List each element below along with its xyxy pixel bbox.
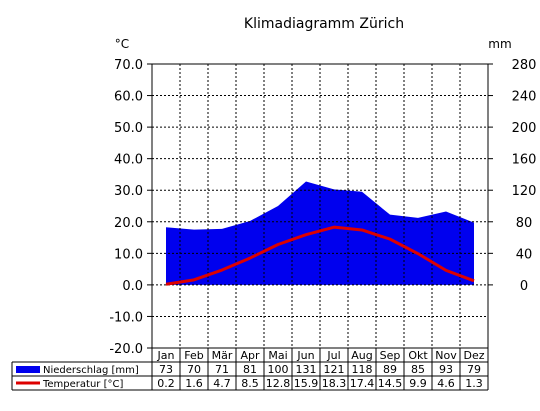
precipitation-value-label: 100 xyxy=(268,363,289,376)
precipitation-value-label: 85 xyxy=(411,363,425,376)
y-left-tick-label: 0.0 xyxy=(122,279,143,294)
precipitation-value-label: 71 xyxy=(215,363,229,376)
temperature-value-label: 9.9 xyxy=(409,377,427,390)
precipitation-value-label: 131 xyxy=(296,363,317,376)
y-right-tick-label: 120 xyxy=(512,184,537,199)
x-tick-label: Mai xyxy=(268,349,287,362)
temperature-value-label: 4.7 xyxy=(213,377,231,390)
precipitation-value-label: 89 xyxy=(383,363,397,376)
y-left-tick-label: 70.0 xyxy=(114,58,143,73)
precipitation-value-label: 121 xyxy=(324,363,345,376)
y-left-tick-label: 40.0 xyxy=(114,153,143,168)
x-tick-label: Jul xyxy=(326,349,340,362)
y-left-unit-label: °C xyxy=(115,37,129,51)
temperature-value-label: 14.5 xyxy=(378,377,403,390)
x-tick-label: Aug xyxy=(351,349,372,362)
y-left-tick-label: 10.0 xyxy=(114,247,143,262)
y-right-tick-label: 200 xyxy=(512,121,537,136)
temperature-value-label: 15.9 xyxy=(294,377,319,390)
x-tick-label: Nov xyxy=(435,349,457,362)
x-tick-label: Dez xyxy=(463,349,484,362)
y-left-tick-label: 20.0 xyxy=(114,216,143,231)
y-right-tick-label: 280 xyxy=(512,58,537,73)
x-tick-label: Apr xyxy=(240,349,260,362)
y-left-tick-label: 30.0 xyxy=(114,184,143,199)
chart-title: Klimadiagramm Zürich xyxy=(244,16,404,32)
temperature-line xyxy=(165,225,475,286)
y-right-tick-label: 40 xyxy=(516,247,533,262)
temperature-value-label: 1.3 xyxy=(465,377,483,390)
temperature-value-label: 18.3 xyxy=(322,377,347,390)
y-right-tick-label: 160 xyxy=(512,153,537,168)
legend-precipitation-label: Niederschlag [mm] xyxy=(43,365,139,376)
precipitation-value-label: 73 xyxy=(159,363,173,376)
legend-precipitation-swatch xyxy=(16,366,40,373)
x-tick-label: Mär xyxy=(212,349,233,362)
y-right-tick-label: 240 xyxy=(512,90,537,105)
precipitation-value-label: 81 xyxy=(243,363,257,376)
temperature-value-label: 0.2 xyxy=(157,377,175,390)
y-right-unit-label: mm xyxy=(488,37,511,51)
x-tick-label: Okt xyxy=(408,349,428,362)
temperature-value-label: 12.8 xyxy=(266,377,291,390)
temperature-value-label: 17.4 xyxy=(350,377,375,390)
y-right-tick-label: 0 xyxy=(520,279,528,294)
precipitation-value-label: 118 xyxy=(352,363,373,376)
precipitation-value-label: 93 xyxy=(439,363,453,376)
x-tick-label: Jun xyxy=(296,349,314,362)
precipitation-value-label: 79 xyxy=(467,363,481,376)
temperature-value-label: 4.6 xyxy=(437,377,455,390)
temperature-value-label: 8.5 xyxy=(241,377,259,390)
y-right-tick-label: 80 xyxy=(516,216,533,231)
legend-temperature-label: Temperatur [°C] xyxy=(42,379,123,390)
y-left-tick-label: 50.0 xyxy=(114,121,143,136)
precipitation-value-label: 70 xyxy=(187,363,201,376)
x-tick-label: Jan xyxy=(157,349,175,362)
y-left-tick-label: 60.0 xyxy=(114,90,143,105)
y-left-tick-label: -10.0 xyxy=(109,310,143,325)
temperature-value-label: 1.6 xyxy=(185,377,203,390)
x-tick-label: Sep xyxy=(380,349,401,362)
y-left-tick-label: -20.0 xyxy=(109,342,143,357)
x-tick-label: Feb xyxy=(184,349,203,362)
